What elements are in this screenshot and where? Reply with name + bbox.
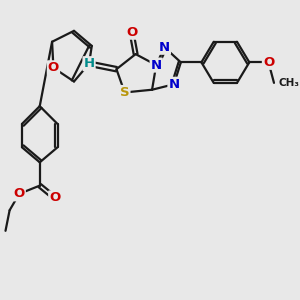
Text: N: N bbox=[159, 41, 170, 54]
Text: O: O bbox=[49, 191, 60, 204]
Text: CH₃: CH₃ bbox=[279, 78, 300, 88]
Text: N: N bbox=[168, 78, 180, 91]
Text: O: O bbox=[14, 187, 25, 200]
Text: O: O bbox=[263, 56, 274, 69]
Text: O: O bbox=[126, 26, 137, 39]
Text: N: N bbox=[151, 58, 162, 72]
Text: H: H bbox=[83, 57, 94, 70]
Text: S: S bbox=[120, 86, 130, 99]
Text: O: O bbox=[48, 61, 59, 74]
